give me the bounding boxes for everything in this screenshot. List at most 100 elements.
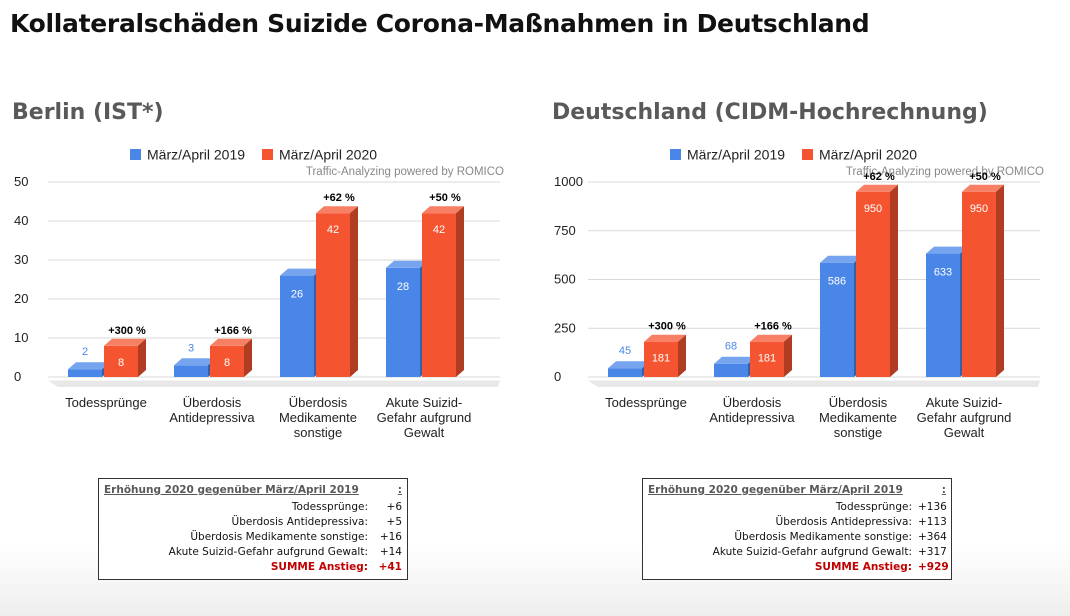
bar: 3 [174,342,216,377]
bar-top [174,358,216,366]
x-category-label: Überdosis [723,395,782,410]
bar-value-label: 950 [970,203,988,215]
y-tick-label: 1000 [554,174,583,189]
bar-top [962,184,1004,192]
bar-side [244,338,252,377]
legend: März/April 2019 März/April 2020 [670,147,917,163]
legend-swatch [130,149,141,160]
legend-label: März/April 2019 [687,147,785,163]
bar-side [138,338,146,377]
increase-label: +166 % [214,325,252,337]
bar: 181 [750,334,792,377]
x-category-label: Überdosis [829,395,888,410]
bar-front [962,191,996,377]
y-tick-label: 40 [14,213,28,228]
bar-value-label: 42 [327,224,339,236]
credit-text: Traffic-Analyzing powered by ROMICO [306,166,504,178]
bar-value-label: 181 [758,353,776,365]
chart-floor [48,380,500,387]
bar-top [316,206,358,214]
summary-heading: Erhöhung 2020 gegenüber März/April 2019: [104,484,402,496]
chart-floor [588,380,1040,387]
bar: 8 [210,338,252,377]
bar-value-label: 2 [82,346,88,358]
panel-title: Berlin (IST*) [12,100,164,125]
summary-row: Todessprünge: +6 [291,501,402,513]
summary-row: Todessprünge: +136 [835,501,947,513]
bar-front [644,341,678,377]
bar-value-label: 8 [224,357,230,369]
x-category-label: Medikamente [279,410,357,425]
bar-top [714,356,756,364]
summary-row: Akute Suizid-Gefahr aufgrund Gewalt: +14 [168,546,402,558]
bar-front [210,345,244,377]
increase-label: +62 % [323,192,355,204]
increase-label: +62 % [863,171,895,183]
bar-front [174,365,208,377]
panel-berlin: Berlin (IST*) März/April 2019 März/April … [0,0,520,616]
legend-label: März/April 2020 [279,147,377,163]
y-tick-label: 0 [554,369,561,384]
bar-top [856,184,898,192]
legend-swatch [802,149,813,160]
bar-value-label: 26 [291,289,303,301]
bar-front [926,253,960,377]
legend-swatch [262,149,273,160]
bar-value-label: 42 [433,224,445,236]
bar: 586 [820,255,862,377]
bar-value-label: 28 [397,281,409,293]
y-tick-label: 20 [14,291,28,306]
x-category-label: Gefahr aufgrund [377,410,472,425]
bar-side [996,184,1004,377]
legend-label: März/April 2019 [147,147,245,163]
y-tick-label: 0 [14,369,21,384]
bar-value-label: 950 [864,203,882,215]
bar: 181 [644,334,686,377]
bar-side [350,206,358,377]
x-category-label: Gewalt [944,425,985,440]
summary-heading: Erhöhung 2020 gegenüber März/April 2019: [648,484,946,496]
bar-top [750,334,792,342]
legend: März/April 2019 März/April 2020 [130,147,377,163]
bar: 8 [104,338,146,377]
increase-label: +300 % [648,321,686,333]
summary-row: Überdosis Medikamente sonstige: +364 [734,531,947,543]
legend-label: März/April 2020 [819,147,917,163]
bar-front [386,267,420,377]
bar-side [456,206,464,377]
bar: 26 [280,268,322,377]
bar-top [68,362,110,370]
bar-value-label: 8 [118,357,124,369]
x-category-label: sonstige [834,425,882,440]
x-category-label: Überdosis [289,395,348,410]
bar-top [422,206,464,214]
bar-top [608,361,650,369]
x-category-label: Antidepressiva [169,410,255,425]
bar-value-label: 633 [934,267,952,279]
bar-front [422,213,456,377]
bar-top [644,334,686,342]
bar-front [316,213,350,377]
bar-value-label: 68 [725,341,737,353]
bar-chart-deutschland: März/April 2019 März/April 2020 Traffic-An… [554,147,1044,441]
credit-text: Traffic-Analyzing powered by ROMICO [846,166,1044,178]
y-tick-label: 750 [554,223,576,238]
summary-box-deutschland: Erhöhung 2020 gegenüber März/April 2019:… [642,478,952,580]
y-tick-label: 10 [14,330,28,345]
bar: 950 [962,184,1004,377]
x-category-label: Überdosis [183,395,242,410]
bar: 68 [714,341,756,377]
x-category-label: Akute Suizid- [386,395,463,410]
bar-top [386,260,428,268]
bar-value-label: 3 [188,342,194,354]
bar: 633 [926,246,968,377]
bar-front [750,341,784,377]
bar-front [104,345,138,377]
x-category-label: Gefahr aufgrund [917,410,1012,425]
bar-side [678,334,686,377]
summary-row: Überdosis Antidepressiva: +113 [775,516,947,528]
bar-side [890,184,898,377]
increase-label: +50 % [969,171,1001,183]
summary-total-row: SUMME Anstieg: +929 [814,561,949,573]
increase-label: +50 % [429,192,461,204]
